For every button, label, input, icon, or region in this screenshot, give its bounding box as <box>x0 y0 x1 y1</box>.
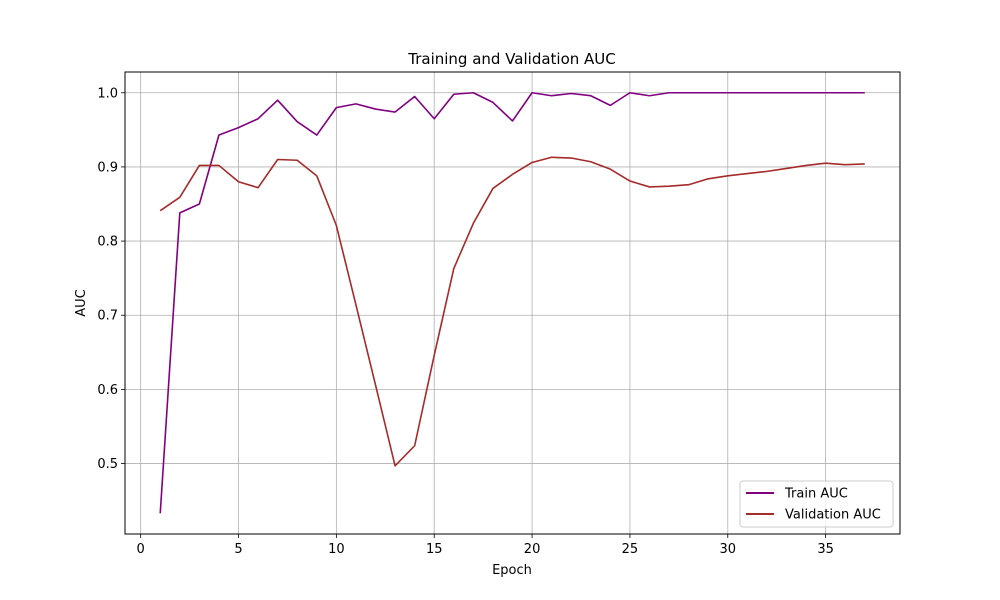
y-axis-label: AUC <box>74 289 89 317</box>
x-tick-label: 15 <box>426 542 443 557</box>
x-tick-label: 35 <box>817 542 834 557</box>
x-tick-label: 30 <box>720 542 737 557</box>
plot-area-frame <box>124 71 901 535</box>
x-tick-label: 10 <box>328 542 345 557</box>
series-lines <box>159 91 865 514</box>
x-tick-label: 0 <box>137 542 145 557</box>
legend-box <box>739 480 894 528</box>
grid-lines <box>125 72 900 534</box>
y-tick-label: 0.6 <box>97 383 118 398</box>
legend: Train AUC Validation AUC <box>739 480 894 528</box>
series-line-validation-auc <box>159 156 865 467</box>
chart-title: Training and Validation AUC <box>407 50 616 68</box>
y-tick-label: 0.9 <box>97 160 118 175</box>
y-tick-label: 0.7 <box>97 309 118 324</box>
x-tick-label: 5 <box>234 542 242 557</box>
series-line-train-auc <box>159 91 865 514</box>
legend-label-train-auc: Train AUC <box>784 487 848 502</box>
x-tick-label: 20 <box>524 542 541 557</box>
y-tick-label: 0.8 <box>97 235 118 250</box>
legend-label-validation-auc: Validation AUC <box>785 508 881 523</box>
axis-ticks: 0 5 10 15 20 25 30 35 0.5 0.6 0.7 0.8 0.9 1.0 <box>97 86 834 557</box>
x-axis-label: Epoch <box>492 563 532 578</box>
x-tick-label: 25 <box>622 542 639 557</box>
y-tick-label: 0.5 <box>97 457 118 472</box>
y-tick-label: 1.0 <box>97 86 118 101</box>
